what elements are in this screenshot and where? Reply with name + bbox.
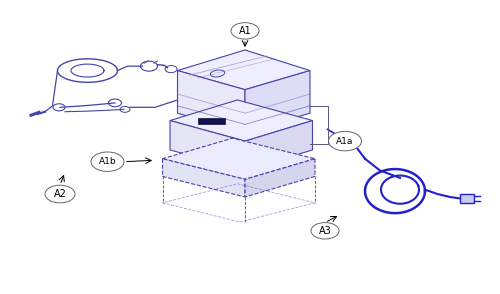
Circle shape [231, 23, 259, 39]
Polygon shape [178, 50, 310, 90]
Polygon shape [162, 159, 245, 197]
Polygon shape [245, 71, 310, 132]
Polygon shape [162, 138, 315, 179]
Text: A1b: A1b [98, 157, 116, 166]
Text: A3: A3 [318, 226, 332, 236]
Polygon shape [245, 121, 312, 171]
Text: A2: A2 [54, 189, 66, 199]
Polygon shape [170, 100, 312, 141]
Circle shape [45, 185, 75, 203]
Text: A1: A1 [238, 26, 252, 36]
Circle shape [91, 152, 124, 171]
Polygon shape [178, 71, 245, 132]
Polygon shape [198, 118, 225, 124]
Text: A1a: A1a [336, 137, 353, 146]
Circle shape [328, 131, 362, 151]
Polygon shape [460, 194, 474, 203]
Circle shape [311, 223, 339, 239]
Polygon shape [245, 159, 315, 197]
Polygon shape [170, 121, 245, 171]
